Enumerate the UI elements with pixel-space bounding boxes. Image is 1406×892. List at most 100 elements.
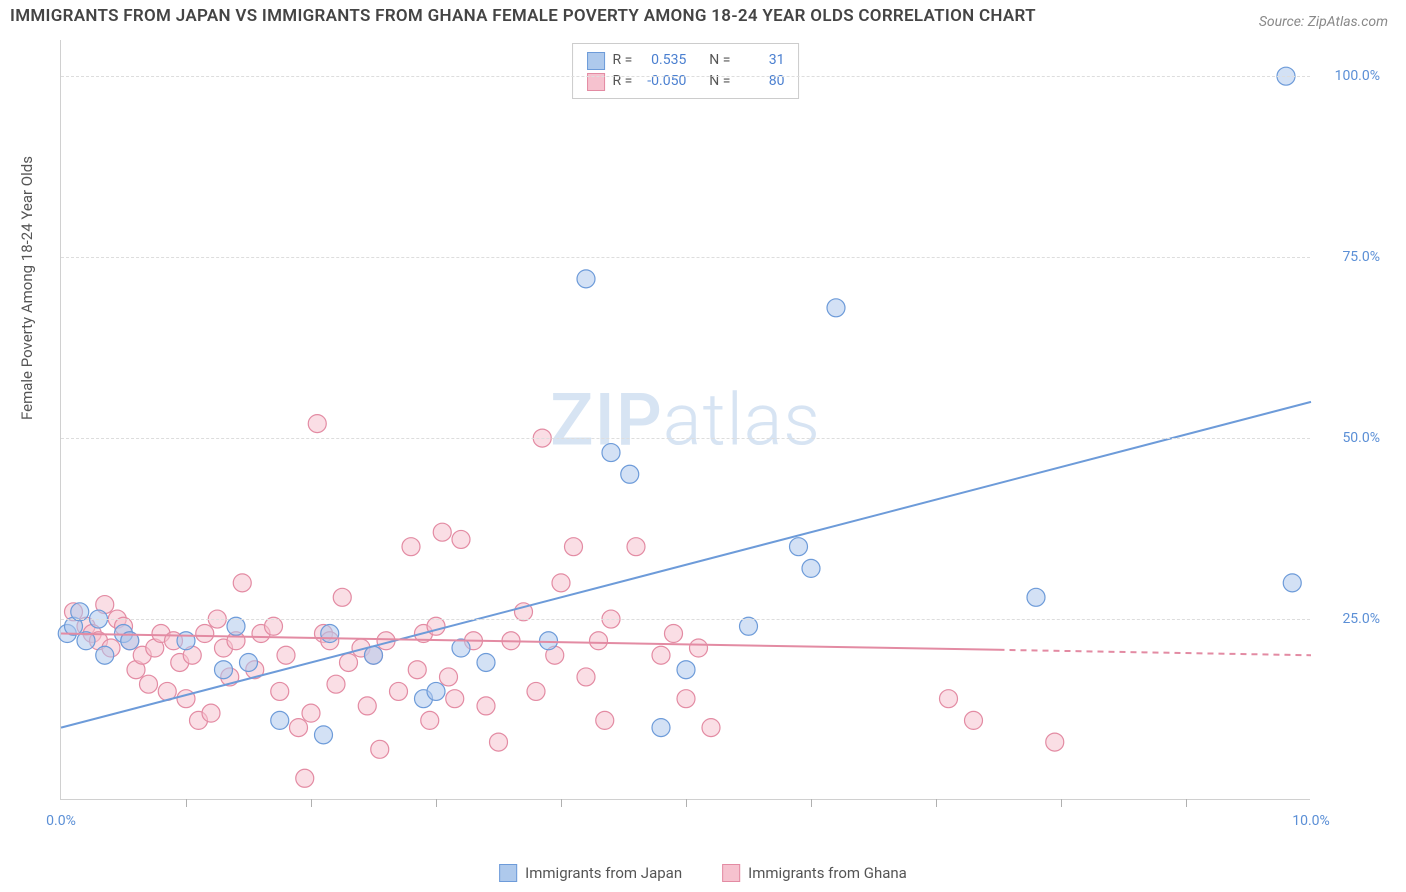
legend-series: Immigrants from Japan Immigrants from Gh… bbox=[499, 864, 907, 882]
r-value-ghana: -0.050 bbox=[640, 71, 686, 92]
legend-item-japan: Immigrants from Japan bbox=[499, 864, 682, 882]
data-point bbox=[677, 690, 695, 708]
data-point bbox=[271, 711, 289, 729]
data-point bbox=[627, 538, 645, 556]
data-point bbox=[340, 653, 358, 671]
x-tick-label: 0.0% bbox=[46, 813, 76, 829]
data-point bbox=[390, 682, 408, 700]
data-point bbox=[477, 653, 495, 671]
chart-title: IMMIGRANTS FROM JAPAN VS IMMIGRANTS FROM… bbox=[10, 6, 1036, 26]
data-point bbox=[1046, 733, 1064, 751]
x-tick bbox=[186, 799, 187, 807]
data-point bbox=[527, 682, 545, 700]
data-point bbox=[802, 559, 820, 577]
data-point bbox=[827, 299, 845, 317]
data-point bbox=[277, 646, 295, 664]
data-point bbox=[327, 675, 345, 693]
correlation-chart: IMMIGRANTS FROM JAPAN VS IMMIGRANTS FROM… bbox=[0, 0, 1406, 892]
x-tick bbox=[1061, 799, 1062, 807]
data-point bbox=[177, 690, 195, 708]
x-tick bbox=[1186, 799, 1187, 807]
plot-area: ZIPatlas R = 0.535 N = 31 R = -0.050 N =… bbox=[60, 40, 1310, 800]
data-point bbox=[365, 646, 383, 664]
data-point bbox=[358, 697, 376, 715]
x-tick-label: 10.0% bbox=[1292, 813, 1330, 829]
swatch-ghana bbox=[587, 73, 605, 91]
data-point bbox=[433, 523, 451, 541]
data-point bbox=[596, 711, 614, 729]
n-value-japan: 31 bbox=[738, 50, 784, 71]
y-tick-label: 25.0% bbox=[1342, 611, 1380, 627]
y-tick-label: 50.0% bbox=[1342, 430, 1380, 446]
data-point bbox=[621, 465, 639, 483]
data-point bbox=[590, 632, 608, 650]
data-point bbox=[702, 719, 720, 737]
swatch-ghana bbox=[722, 864, 740, 882]
data-point bbox=[290, 719, 308, 737]
data-point bbox=[446, 690, 464, 708]
legend-label: Immigrants from Ghana bbox=[748, 864, 907, 882]
data-point bbox=[177, 632, 195, 650]
data-point bbox=[215, 661, 233, 679]
data-point bbox=[371, 740, 389, 758]
x-tick bbox=[436, 799, 437, 807]
data-point bbox=[477, 697, 495, 715]
legend-item-ghana: Immigrants from Ghana bbox=[722, 864, 907, 882]
data-point bbox=[408, 661, 426, 679]
data-point bbox=[690, 639, 708, 657]
data-point bbox=[790, 538, 808, 556]
data-point bbox=[577, 668, 595, 686]
y-tick-label: 100.0% bbox=[1335, 68, 1380, 84]
x-tick bbox=[936, 799, 937, 807]
data-point bbox=[652, 719, 670, 737]
data-point bbox=[96, 646, 114, 664]
source-attribution: Source: ZipAtlas.com bbox=[1259, 14, 1388, 30]
data-point bbox=[552, 574, 570, 592]
x-tick bbox=[311, 799, 312, 807]
data-point bbox=[565, 538, 583, 556]
data-point bbox=[315, 726, 333, 744]
y-axis-label: Female Poverty Among 18-24 Year Olds bbox=[18, 156, 36, 420]
data-point bbox=[452, 530, 470, 548]
legend-label: Immigrants from Japan bbox=[525, 864, 682, 882]
plot-svg bbox=[61, 40, 1310, 799]
gridline bbox=[61, 438, 1310, 439]
swatch-japan bbox=[587, 52, 605, 70]
data-point bbox=[140, 675, 158, 693]
data-point bbox=[1283, 574, 1301, 592]
data-point bbox=[202, 704, 220, 722]
data-point bbox=[233, 574, 251, 592]
gridline bbox=[61, 257, 1310, 258]
data-point bbox=[240, 653, 258, 671]
data-point bbox=[452, 639, 470, 657]
swatch-japan bbox=[499, 864, 517, 882]
data-point bbox=[271, 682, 289, 700]
data-point bbox=[427, 682, 445, 700]
data-point bbox=[333, 588, 351, 606]
data-point bbox=[321, 625, 339, 643]
legend-stats: R = 0.535 N = 31 R = -0.050 N = 80 bbox=[572, 43, 800, 99]
data-point bbox=[1027, 588, 1045, 606]
data-point bbox=[421, 711, 439, 729]
data-point bbox=[965, 711, 983, 729]
data-point bbox=[308, 415, 326, 433]
data-point bbox=[940, 690, 958, 708]
data-point bbox=[602, 444, 620, 462]
x-tick bbox=[686, 799, 687, 807]
gridline bbox=[61, 619, 1310, 620]
data-point bbox=[652, 646, 670, 664]
data-point bbox=[296, 769, 314, 787]
data-point bbox=[665, 625, 683, 643]
y-tick-label: 75.0% bbox=[1342, 249, 1380, 265]
x-tick bbox=[811, 799, 812, 807]
data-point bbox=[402, 538, 420, 556]
gridline bbox=[61, 76, 1310, 77]
data-point bbox=[196, 625, 214, 643]
data-point bbox=[540, 632, 558, 650]
data-point bbox=[577, 270, 595, 288]
x-tick bbox=[561, 799, 562, 807]
n-value-ghana: 80 bbox=[738, 71, 784, 92]
legend-stats-row: R = -0.050 N = 80 bbox=[587, 71, 785, 92]
data-point bbox=[302, 704, 320, 722]
data-point bbox=[677, 661, 695, 679]
